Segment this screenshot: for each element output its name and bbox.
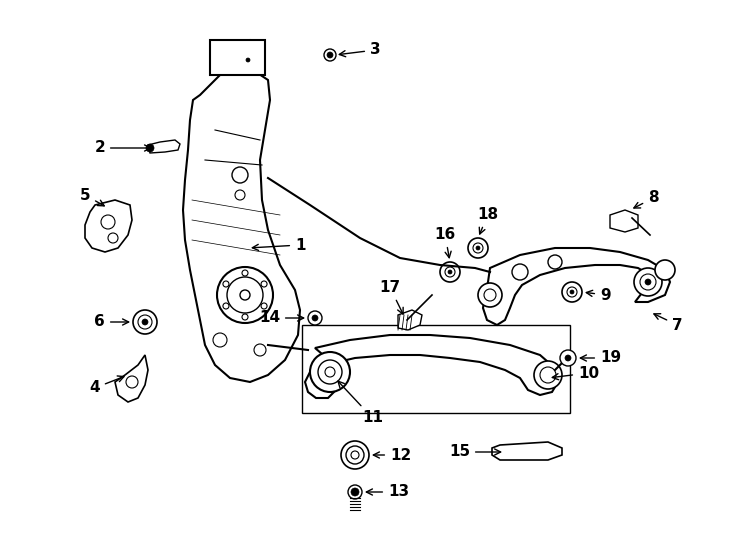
Circle shape	[478, 283, 502, 307]
Text: 1: 1	[252, 238, 305, 253]
Circle shape	[126, 376, 138, 388]
Text: 16: 16	[435, 227, 456, 258]
Circle shape	[325, 367, 335, 377]
Text: 13: 13	[366, 484, 409, 500]
Circle shape	[133, 310, 157, 334]
Text: 12: 12	[374, 448, 411, 462]
Text: 15: 15	[449, 444, 501, 460]
Circle shape	[512, 264, 528, 280]
Circle shape	[312, 315, 318, 321]
Bar	[302, 325, 570, 413]
Circle shape	[327, 52, 333, 58]
Text: 4: 4	[90, 376, 124, 395]
Circle shape	[348, 485, 362, 499]
Polygon shape	[483, 248, 670, 325]
Circle shape	[242, 314, 248, 320]
Circle shape	[223, 303, 229, 309]
Circle shape	[534, 361, 562, 389]
Circle shape	[261, 281, 267, 287]
Circle shape	[565, 355, 571, 361]
Circle shape	[235, 190, 245, 200]
Circle shape	[232, 167, 248, 183]
Circle shape	[634, 268, 662, 296]
Circle shape	[655, 260, 675, 280]
Circle shape	[310, 352, 350, 392]
Circle shape	[246, 58, 250, 62]
Circle shape	[645, 279, 651, 285]
Circle shape	[261, 303, 267, 309]
Circle shape	[108, 233, 118, 243]
Polygon shape	[398, 310, 422, 330]
Circle shape	[242, 270, 248, 276]
Circle shape	[548, 255, 562, 269]
Text: 5: 5	[80, 187, 104, 206]
Circle shape	[476, 246, 480, 250]
Circle shape	[562, 282, 582, 302]
Text: 11: 11	[338, 381, 383, 426]
Text: 17: 17	[379, 280, 403, 314]
Text: 6: 6	[94, 314, 128, 329]
Polygon shape	[148, 140, 180, 153]
Polygon shape	[610, 210, 638, 232]
Circle shape	[240, 290, 250, 300]
Text: 2: 2	[94, 140, 150, 156]
Text: 3: 3	[339, 43, 381, 57]
Circle shape	[560, 350, 576, 366]
Circle shape	[468, 238, 488, 258]
Text: 7: 7	[654, 314, 683, 333]
Circle shape	[254, 344, 266, 356]
Polygon shape	[115, 355, 148, 402]
Polygon shape	[492, 442, 562, 460]
Polygon shape	[85, 200, 132, 252]
Polygon shape	[210, 40, 265, 75]
Circle shape	[308, 311, 322, 325]
Circle shape	[351, 488, 359, 496]
Circle shape	[142, 319, 148, 325]
Circle shape	[448, 270, 452, 274]
Circle shape	[213, 333, 227, 347]
Text: 10: 10	[552, 366, 599, 381]
Circle shape	[101, 215, 115, 229]
Text: 19: 19	[581, 350, 621, 366]
Polygon shape	[215, 40, 262, 75]
Polygon shape	[305, 335, 558, 398]
Circle shape	[324, 49, 336, 61]
Circle shape	[440, 262, 460, 282]
Circle shape	[351, 451, 359, 459]
Text: 8: 8	[634, 191, 658, 208]
Circle shape	[146, 144, 154, 152]
Text: 9: 9	[586, 287, 611, 302]
Circle shape	[243, 55, 253, 65]
Polygon shape	[183, 68, 300, 382]
Circle shape	[570, 290, 574, 294]
Text: 14: 14	[259, 310, 304, 326]
Circle shape	[217, 267, 273, 323]
Text: 18: 18	[477, 207, 498, 234]
Circle shape	[341, 441, 369, 469]
Circle shape	[223, 281, 229, 287]
